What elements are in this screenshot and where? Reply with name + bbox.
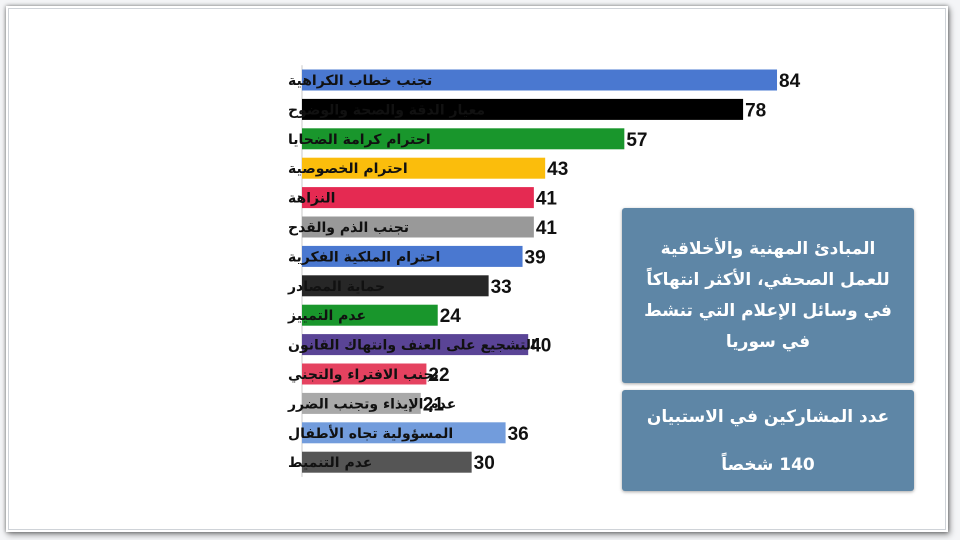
bar-value-label: 21 [423,394,445,415]
bar-value-label: 22 [428,365,449,386]
category-label: احترام الملكية الفكرية [288,249,440,265]
bar-1 [302,69,778,91]
bar-value-label: 40 [530,336,551,357]
bar-2 [302,98,744,120]
bar-14 [302,451,472,473]
category-label: عدم التمييز [287,308,366,324]
bar-value-label: 78 [745,100,766,121]
bar-11 [302,363,427,385]
bar-8 [302,275,489,297]
category-label: عدم الإيذاء وتجنب الضرر [287,396,456,412]
category-label: تجنب الذم والقدح [288,220,409,236]
category-label: حماية المصادر [287,279,385,295]
bar-13 [302,422,506,444]
chart-description-text: المبادئ المهنية والأخلاقية للعمل الصحفي،… [644,238,892,352]
category-label: معيار الدقة والصحة والوضوح [288,102,485,118]
participants-count: 140 شخصاً [721,455,815,475]
bar-value-label: 41 [536,218,558,239]
category-label: احترام كرامة الضحايا [288,132,431,148]
bar-value-label: 41 [536,189,558,210]
bar-value-label: 43 [547,159,568,180]
bar-3 [302,128,625,150]
category-label: عدم التنميط [288,455,372,471]
bar-4 [302,157,546,179]
category-label: المسؤولية تجاه الأطفال [288,425,453,442]
bar-5 [302,187,534,209]
bar-10 [302,334,529,356]
participants-label: عدد المشاركين في الاستبيان [646,407,890,427]
bar-value-label: 36 [508,424,529,445]
bar-9 [302,304,438,326]
bar-12 [302,392,421,414]
bar-6 [302,216,534,238]
bar-value-label: 33 [491,277,512,298]
bar-value-label: 84 [779,71,801,92]
bar-value-label: 39 [525,247,546,268]
chart-description-box: المبادئ المهنية والأخلاقية للعمل الصحفي،… [622,208,914,383]
category-label: النزاهة [288,191,335,207]
bar-7 [302,245,523,267]
participants-box: عدد المشاركين في الاستبيان 140 شخصاً [622,390,914,491]
category-label: تجنب خطاب الكراهية [288,73,432,89]
category-label: تجنب الافتراء والتجني [288,367,439,383]
bar-value-label: 57 [626,130,647,151]
bar-value-label: 24 [440,306,462,327]
category-label: احترام الخصوصية [288,161,408,177]
bar-value-label: 30 [474,453,495,474]
category-label: التشجيع على العنف وانتهاك القانون [288,338,536,354]
